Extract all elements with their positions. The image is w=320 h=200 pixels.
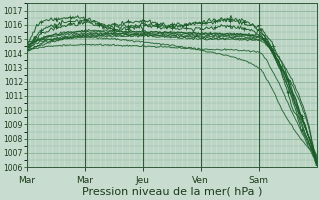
X-axis label: Pression niveau de la mer( hPa ): Pression niveau de la mer( hPa ) — [82, 187, 262, 197]
